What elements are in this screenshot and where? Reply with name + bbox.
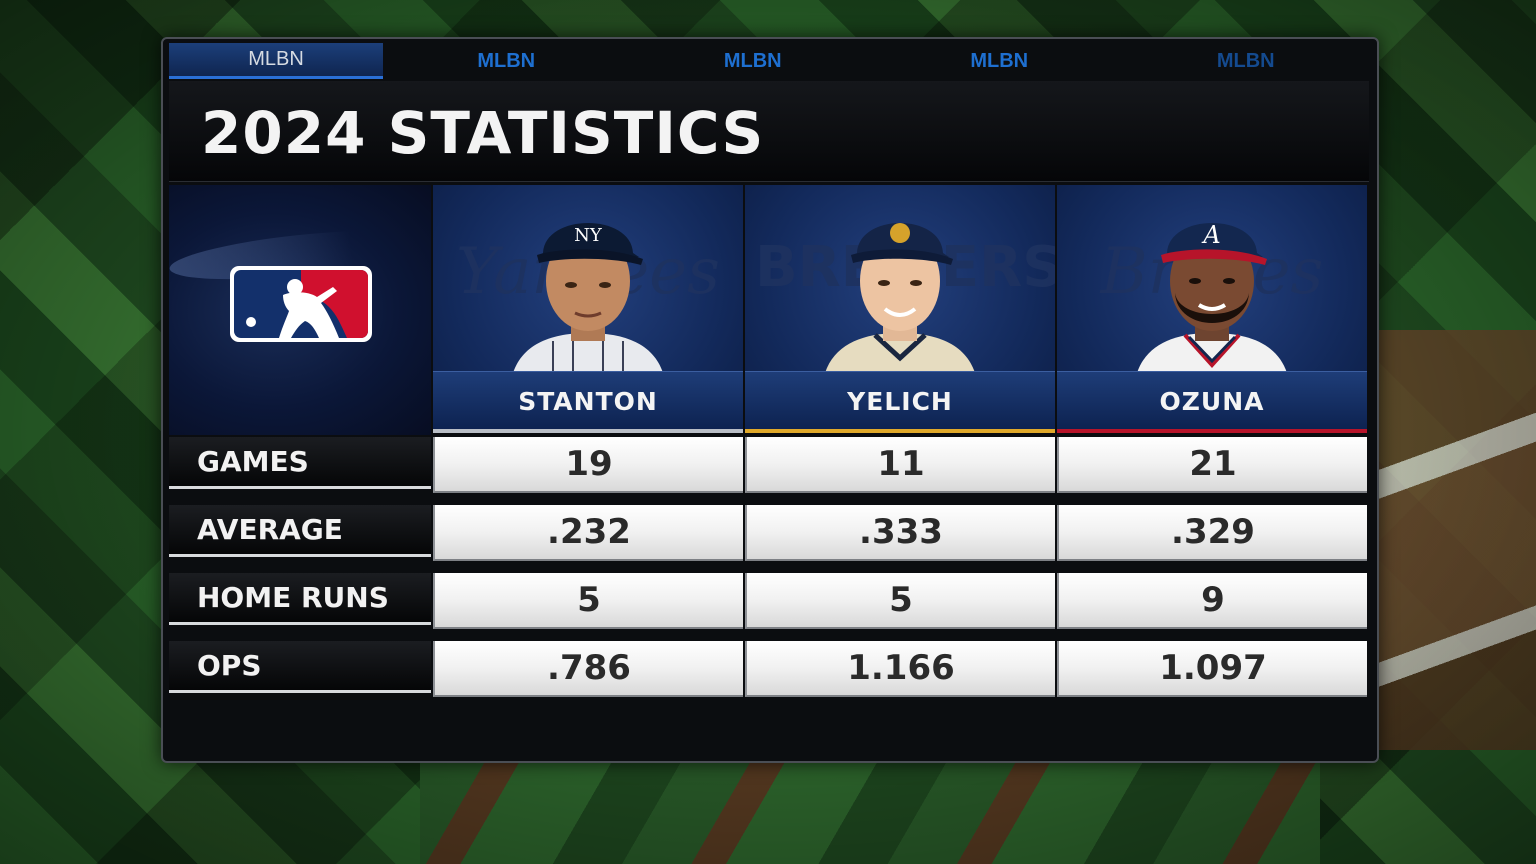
stat-value: 1.166 [745, 641, 1055, 697]
network-tab: MLBN [723, 49, 782, 72]
player-headshot-icon: NY [513, 223, 663, 373]
player-headshot-icon: A [1137, 221, 1287, 373]
stat-label: HOME RUNS [169, 573, 431, 625]
stat-value: 11 [745, 437, 1055, 493]
stat-value: .786 [433, 641, 743, 697]
stat-row-average: AVERAGE .232 .333 .329 [169, 505, 1369, 561]
stat-value: 21 [1057, 437, 1367, 493]
stat-value: 19 [433, 437, 743, 493]
player-headshot-icon [825, 223, 975, 373]
player-name: OZUNA [1057, 371, 1367, 430]
player-card-ozuna: Braves A OZUNA [1057, 185, 1367, 433]
network-bar: MLBN MLBN MLBN MLBN MLBN [169, 43, 1369, 79]
stat-value: .333 [745, 505, 1055, 561]
player-card-stanton: Yankees NY STANTON [433, 185, 743, 433]
svg-text:NY: NY [574, 225, 603, 246]
mlb-logo-icon [230, 266, 372, 342]
stats-panel: MLBN MLBN MLBN MLBN MLBN 2024 STATISTICS… [161, 37, 1379, 763]
team-color-stripe [745, 429, 1055, 433]
stat-value: .329 [1057, 505, 1367, 561]
league-logo-cell [167, 185, 433, 435]
infield-dirt-bottom [420, 754, 1320, 864]
stat-row-ops: OPS .786 1.166 1.097 [169, 641, 1369, 697]
network-tab: MLBN [1216, 49, 1275, 72]
stat-row-games: GAMES 19 11 21 [169, 437, 1369, 493]
stat-row-home-runs: HOME RUNS 5 5 9 [169, 573, 1369, 629]
network-tab: MLBN [169, 43, 383, 79]
page-title: 2024 STATISTICS [201, 99, 765, 167]
svg-text:A: A [1201, 221, 1220, 249]
player-name: STANTON [433, 371, 743, 430]
infield-dirt-right [1366, 330, 1536, 750]
stat-label: OPS [169, 641, 431, 693]
team-color-stripe [433, 429, 743, 433]
stat-value: .232 [433, 505, 743, 561]
stat-value: 5 [745, 573, 1055, 629]
stat-value: 9 [1057, 573, 1367, 629]
network-tab: MLBN [477, 49, 536, 72]
stat-label: GAMES [169, 437, 431, 489]
title-bar: 2024 STATISTICS [169, 81, 1369, 182]
player-card-yelich: BREWERS YELICH [745, 185, 1055, 433]
stat-value: 5 [433, 573, 743, 629]
stat-label: AVERAGE [169, 505, 431, 557]
player-name: YELICH [745, 371, 1055, 430]
stat-value: 1.097 [1057, 641, 1367, 697]
network-tab: MLBN [970, 49, 1029, 72]
team-color-stripe [1057, 429, 1367, 433]
